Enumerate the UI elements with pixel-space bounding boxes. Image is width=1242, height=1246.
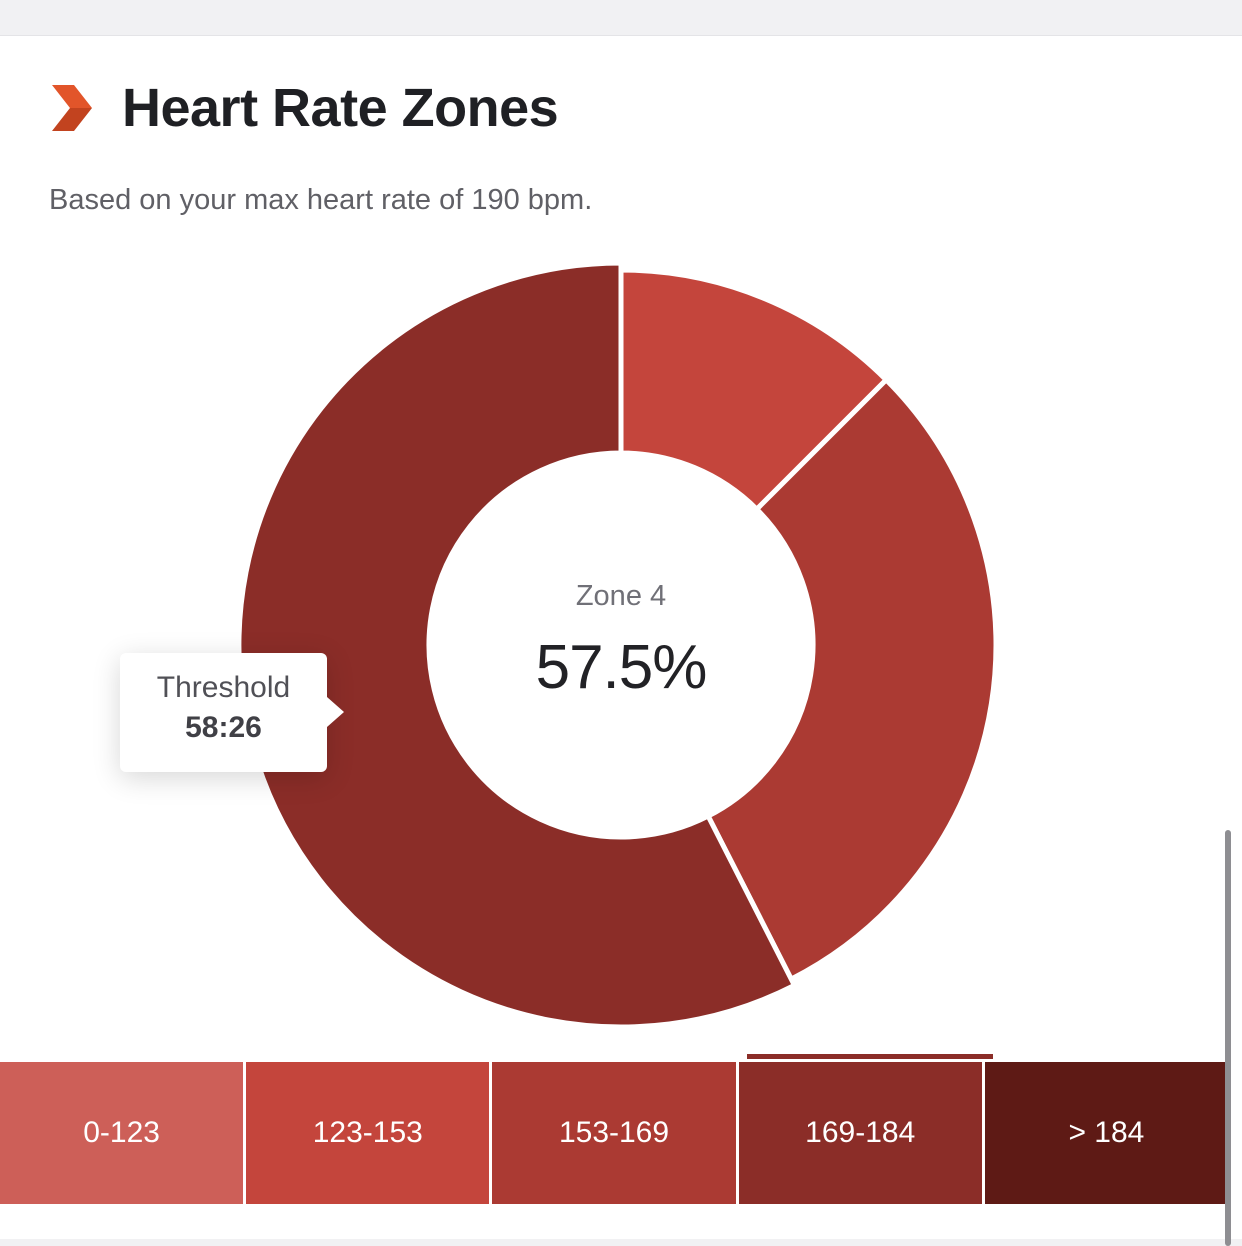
heart-rate-donut-chart — [236, 260, 999, 1030]
donut-segment-zone-3[interactable] — [705, 377, 999, 982]
zone-1-button[interactable]: 0-123 — [0, 1062, 244, 1204]
zone-5-button[interactable]: > 184 — [981, 1062, 1229, 1204]
zone-range-bar: 0-123 123-153 153-169 169-184 > 184 — [0, 1062, 1229, 1204]
zone-3-button[interactable]: 153-169 — [489, 1062, 736, 1204]
tooltip-zone-name: Threshold — [156, 671, 291, 704]
selected-zone-indicator — [747, 1054, 993, 1059]
page-title: Heart Rate Zones — [122, 78, 559, 138]
chart-tooltip: Threshold 58:26 — [120, 653, 344, 772]
section-header: Heart Rate Zones — [52, 78, 559, 138]
donut-segment-zone-4[interactable] — [236, 260, 797, 1030]
chevron-right-icon — [52, 85, 92, 131]
zone-2-button[interactable]: 123-153 — [243, 1062, 490, 1204]
zone-4-button[interactable]: 169-184 — [735, 1062, 982, 1204]
donut-center-percent: 57.5% — [535, 633, 708, 702]
donut-center-zone-label: Zone 4 — [575, 580, 667, 612]
donut-segment-zone-2[interactable] — [618, 267, 889, 512]
scrollbar[interactable] — [1225, 830, 1231, 1246]
tooltip-duration: 58:26 — [185, 711, 262, 744]
max-heart-rate-note: Based on your max heart rate of 190 bpm. — [49, 184, 593, 216]
bottom-divider-band — [0, 1239, 1242, 1246]
top-divider-band — [0, 0, 1242, 36]
